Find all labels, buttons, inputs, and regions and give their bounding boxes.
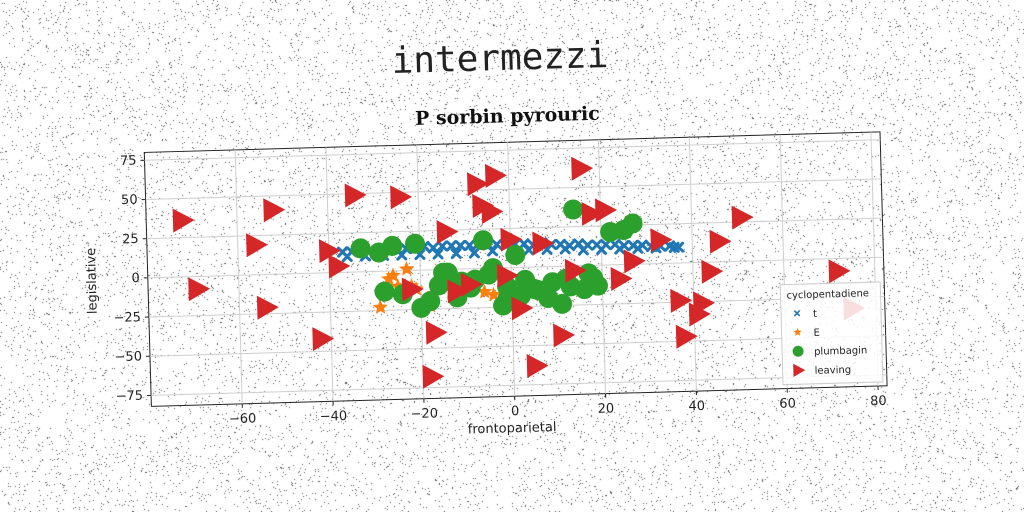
y-axis-label: legislative — [84, 248, 101, 315]
legend-label-t: t — [813, 309, 817, 320]
grid-line-y — [150, 336, 886, 357]
grid-line-x — [508, 142, 515, 396]
y-tick-label: −25 — [113, 310, 141, 326]
grid-line-x — [598, 140, 605, 394]
grid-line-x — [235, 150, 242, 404]
chart-title: P sorbin pyrouric — [415, 103, 600, 130]
point-leaving — [710, 229, 732, 254]
grid-line-y — [146, 179, 882, 200]
point-plumbagin — [563, 199, 584, 220]
x-axis-label: frontoparietal — [468, 420, 557, 437]
point-leaving — [426, 320, 448, 345]
point-leaving — [527, 353, 549, 378]
point-leaving — [553, 323, 575, 348]
point-leaving — [188, 277, 210, 302]
point-leaving — [829, 259, 851, 284]
x-axis: −60 −40 −20 0 20 40 60 80 — [228, 386, 886, 427]
point-leaving — [422, 364, 444, 389]
x-tick-label: 40 — [688, 399, 705, 414]
legend-title: cyclopentadiene — [786, 288, 869, 301]
point-leaving — [173, 208, 195, 233]
point-leaving — [257, 295, 279, 320]
x-tick-label: 60 — [779, 396, 796, 411]
x-tick-label: −40 — [320, 409, 348, 425]
point-leaving — [595, 198, 617, 223]
x-tick-label: −60 — [229, 411, 257, 427]
grid-line-y — [151, 375, 887, 396]
y-tick-label: 25 — [122, 232, 139, 247]
y-tick-label: 75 — [120, 154, 137, 169]
point-leaving — [263, 198, 285, 223]
y-tick-label: 0 — [131, 271, 140, 286]
point-leaving — [246, 233, 268, 258]
data-points — [171, 149, 867, 396]
y-tick-label: −75 — [115, 389, 143, 405]
point-leaving — [481, 199, 503, 224]
y-tick-label: 50 — [121, 193, 138, 208]
x-tick-label: 20 — [597, 401, 614, 416]
point-E — [399, 261, 415, 276]
legend-label-E: E — [813, 328, 820, 339]
point-leaving — [345, 183, 367, 208]
point-leaving — [701, 259, 723, 284]
point-leaving — [732, 205, 754, 230]
point-t — [343, 252, 351, 260]
y-tick-label: −50 — [114, 349, 142, 365]
point-leaving — [571, 156, 593, 181]
point-leaving — [485, 163, 507, 188]
grid-line-x — [417, 145, 424, 399]
legend-label-leaving: leaving — [815, 365, 852, 377]
grid-line-x — [689, 137, 696, 391]
plot-frame — [144, 132, 887, 406]
grid-line-y — [145, 140, 881, 161]
x-tick-label: 0 — [511, 404, 520, 419]
x-tick-label: −20 — [410, 406, 438, 422]
grid — [144, 132, 887, 406]
legend-label-plumbagin: plumbagin — [814, 345, 867, 357]
x-tick-label: 80 — [870, 394, 887, 409]
point-leaving — [390, 185, 412, 210]
